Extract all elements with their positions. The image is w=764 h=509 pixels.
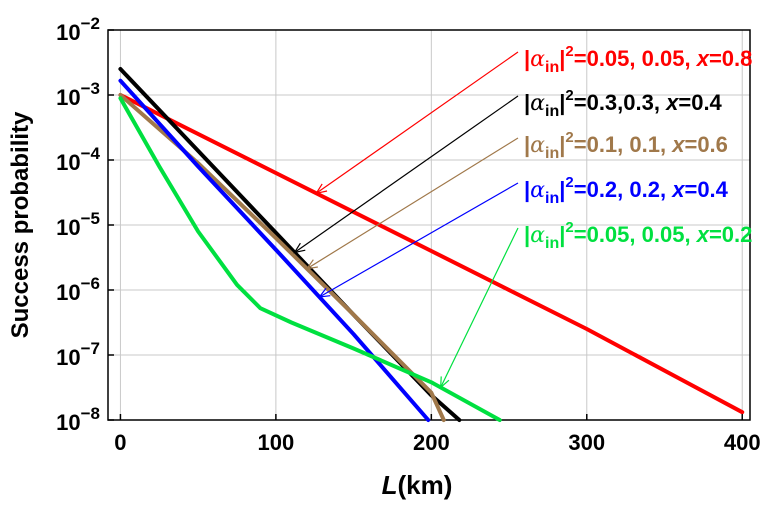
y-tick-label: 10−5 [56,209,100,240]
annotation-arrow-red [315,51,519,194]
legend-alpha-value: =0.3,0.3 [574,90,654,115]
y-tick-base: 10 [56,280,80,305]
y-tick-label: 10−6 [56,274,100,305]
legend-sub: in [545,59,559,76]
legend-sub: in [545,190,559,207]
annotation-arrow-blue [319,182,519,298]
legend-entry-green: |αin|2=0.05, 0.05, x=0.2 [524,219,752,252]
annotation-arrow-green [440,227,519,388]
legend-sep: , [654,90,666,115]
legend-sub: in [545,145,559,162]
y-tick-label: 10−7 [56,339,100,370]
annotation-arrowhead-brown [305,259,318,270]
annotation-arrow-black [294,95,519,253]
y-tick-base: 10 [56,150,80,175]
y-tick-exponent: −4 [81,144,101,163]
legend-x-value: =0.4 [678,90,722,115]
annotation-arrowhead-blue [318,287,331,298]
legend-abs-close: | [559,177,565,202]
x-axis-label: L(km) [382,470,453,500]
legend-x-value: =0.8 [709,46,752,71]
legend-entry-brown: |αin|2=0.1, 0.1, x=0.6 [524,129,728,162]
y-tick-exponent: −3 [81,79,100,98]
y-axis-label: Success probability [7,111,34,338]
y-tick-label: 10−2 [56,14,100,45]
y-tick-label: 10−4 [56,144,100,175]
annotation-arrowhead-black [293,242,306,254]
legend-abs-open: | [524,222,530,247]
legend-alpha: α [530,47,545,72]
legend: |αin|2=0.05, 0.05, x=0.8|αin|2=0.3,0.3, … [524,43,752,252]
tick-layer: 0 100 200 300 40010−210−310−410−510−610−710−… [56,14,760,455]
x-axis-variable: L [382,470,398,500]
legend-abs-open: | [524,90,530,115]
annotation-arrow-brown [306,137,519,270]
legend-abs-open: | [524,177,530,202]
legend-sub: in [545,235,559,252]
legend-sep: , [684,222,696,247]
legend-sq: 2 [565,219,573,236]
y-tick-label: 10−8 [56,404,100,435]
y-tick-base: 10 [56,345,80,370]
y-tick-exponent: −8 [81,404,100,423]
legend-x: x [696,46,710,71]
legend-sq: 2 [565,174,573,191]
series-line-green [118,96,502,422]
y-tick-label: 10−3 [56,79,100,110]
legend-sep: , [660,177,672,202]
legend-entry-red: |αin|2=0.05, 0.05, x=0.8 [524,43,752,76]
legend-sq: 2 [565,43,573,60]
annotation-arrows [293,51,519,389]
legend-entry-blue: |αin|2=0.2, 0.2, x=0.4 [524,174,729,207]
legend-alpha: α [530,223,545,248]
legend-sq: 2 [565,129,573,146]
legend-x-value: =0.4 [684,177,728,202]
x-tick-label: 400 [724,430,761,455]
x-tick-label: 100 [258,430,295,455]
legend-abs-close: | [559,46,565,71]
legend-alpha: α [530,91,545,116]
legend-x: x [696,222,710,247]
legend-abs-open: | [524,46,530,71]
y-tick-base: 10 [56,20,80,45]
legend-sub: in [545,103,559,120]
legend-alpha-value: =0.2, 0.2 [574,177,660,202]
legend-sq: 2 [565,87,573,104]
y-tick-base: 10 [56,410,80,435]
x-tick-label: 0 [114,430,126,455]
legend-abs-close: | [559,132,565,157]
legend-abs-close: | [559,90,565,115]
legend-entry-black: |αin|2=0.3,0.3, x=0.4 [524,87,723,120]
y-tick-exponent: −2 [81,14,100,33]
series-line-blue [118,78,431,422]
x-tick-label: 300 [568,430,605,455]
legend-alpha: α [530,178,545,203]
legend-abs-open: | [524,132,530,157]
legend-sep: , [660,132,672,157]
series-layer [118,67,745,422]
legend-alpha-value: =0.1, 0.1 [574,132,660,157]
x-tick-label: 200 [413,430,450,455]
series-line-red [118,93,745,415]
annotation-arrowhead-red [315,183,328,195]
legend-alpha: α [530,133,545,158]
y-tick-base: 10 [56,215,80,240]
legend-x: x [671,132,685,157]
legend-x-value: =0.2 [709,222,752,247]
legend-abs-close: | [559,222,565,247]
legend-x: x [665,90,679,115]
legend-alpha-value: =0.05, 0.05 [574,46,685,71]
y-tick-exponent: −6 [81,274,100,293]
legend-sep: , [684,46,696,71]
legend-x: x [671,177,685,202]
y-tick-exponent: −7 [81,339,100,358]
annotation-arrowhead-green [439,376,450,389]
legend-x-value: =0.6 [684,132,727,157]
y-tick-exponent: −5 [81,209,100,228]
legend-alpha-value: =0.05, 0.05 [574,222,685,247]
x-axis-unit: (km) [397,470,452,500]
y-tick-base: 10 [56,85,80,110]
